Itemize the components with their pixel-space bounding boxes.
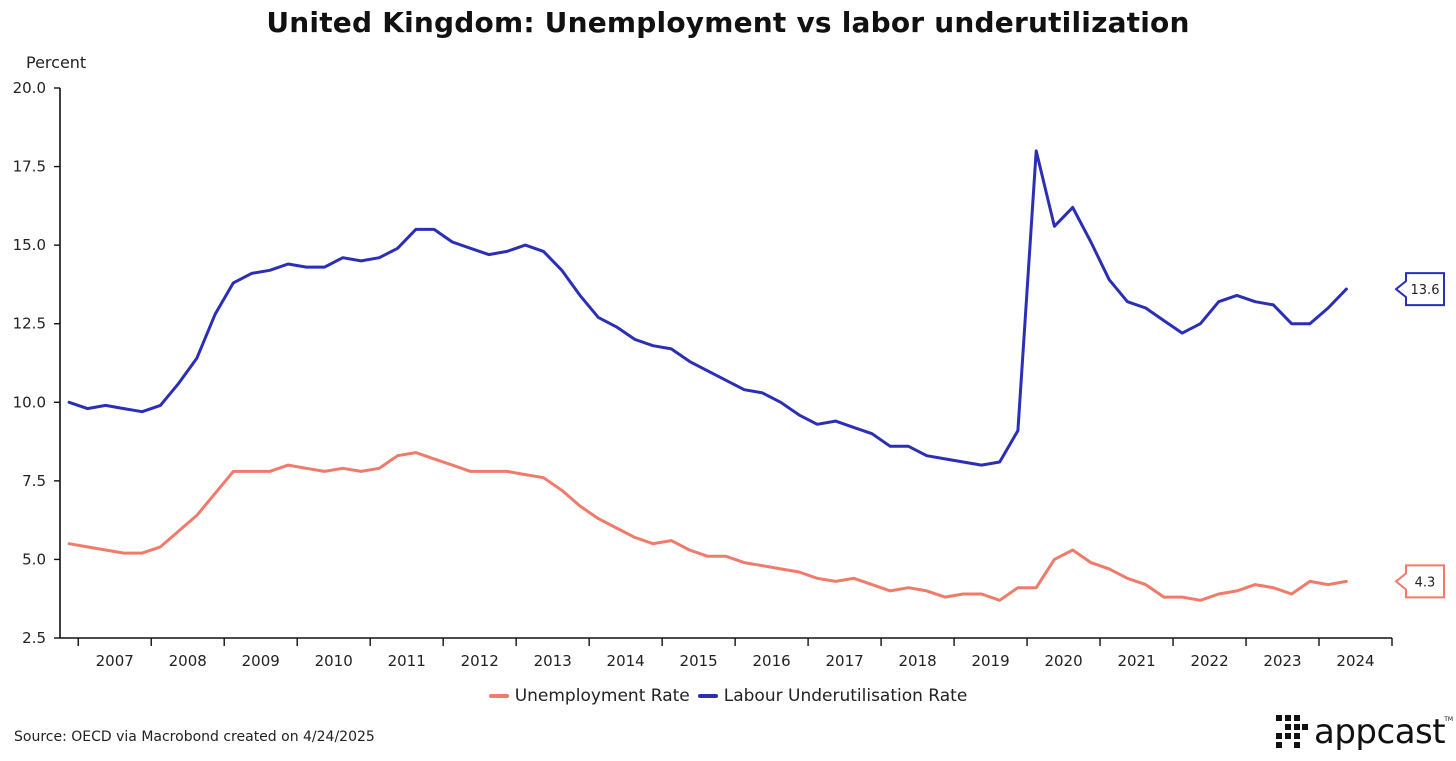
legend: Unemployment Rate Labour Underutilisatio… bbox=[0, 686, 1456, 706]
end-value-label-underutilisation: 13.6 bbox=[1411, 283, 1440, 298]
x-tick-label: 2012 bbox=[461, 652, 499, 670]
y-tick-label: 2.5 bbox=[22, 629, 46, 647]
end-value-label-unemployment: 4.3 bbox=[1415, 575, 1436, 590]
legend-swatch-underutilisation bbox=[697, 694, 718, 698]
x-tick-label: 2008 bbox=[169, 652, 207, 670]
y-axis-label: Percent bbox=[26, 53, 86, 72]
x-tick-label: 2021 bbox=[1117, 652, 1155, 670]
x-tick-label: 2024 bbox=[1336, 652, 1374, 670]
y-tick-label: 7.5 bbox=[22, 472, 46, 490]
series-layer bbox=[67, 149, 1348, 602]
y-tick-label: 20.0 bbox=[13, 79, 46, 97]
x-tick-label: 2007 bbox=[96, 652, 134, 670]
legend-label-unemployment: Unemployment Rate bbox=[514, 686, 690, 706]
appcast-logo: appcast TM bbox=[1276, 710, 1453, 754]
y-axis: 2.5 5.0 7.5 10.0 12.5 15.0 17.5 20.0 bbox=[13, 79, 61, 647]
y-tick-label: 5.0 bbox=[22, 550, 46, 568]
x-tick-label: 2015 bbox=[680, 652, 718, 670]
x-tick-label: 2010 bbox=[315, 652, 353, 670]
chart-title: United Kingdom: Unemployment vs labor un… bbox=[266, 6, 1190, 39]
end-value-callouts: 4.3 13.6 bbox=[1394, 272, 1445, 599]
x-axis: 2007 2008 2009 2010 2011 2012 2013 2014 2015 2016… bbox=[60, 637, 1393, 670]
x-tick-label: 2013 bbox=[534, 652, 572, 670]
y-tick-label: 15.0 bbox=[13, 236, 46, 254]
series-line-unemployment bbox=[67, 451, 1348, 602]
y-tick-label: 17.5 bbox=[13, 158, 46, 176]
end-value-box-unemployment bbox=[1394, 564, 1445, 599]
x-tick-label: 2018 bbox=[898, 652, 936, 670]
appcast-trademark: TM bbox=[1444, 716, 1454, 723]
legend-swatch-unemployment bbox=[488, 694, 509, 698]
x-tick-label: 2022 bbox=[1190, 652, 1228, 670]
y-tick-label: 12.5 bbox=[13, 315, 46, 333]
x-tick-label: 2019 bbox=[971, 652, 1009, 670]
x-tick-label: 2023 bbox=[1263, 652, 1301, 670]
x-tick-label: 2017 bbox=[826, 652, 864, 670]
x-tick-label: 2020 bbox=[1044, 652, 1082, 670]
end-value-box-underutilisation bbox=[1394, 272, 1445, 307]
legend-label-underutilisation: Labour Underutilisation Rate bbox=[723, 686, 968, 706]
x-tick-label: 2009 bbox=[242, 652, 280, 670]
y-tick-label: 10.0 bbox=[13, 393, 46, 411]
x-tick-label: 2011 bbox=[388, 652, 426, 670]
legend-item-unemployment: Unemployment Rate bbox=[488, 686, 690, 706]
legend-item-underutilisation: Labour Underutilisation Rate bbox=[697, 686, 968, 706]
appcast-logo-text: appcast bbox=[1314, 712, 1446, 752]
series-line-underutilisation bbox=[67, 149, 1348, 467]
x-tick-label: 2014 bbox=[607, 652, 645, 670]
source-note: Source: OECD via Macrobond created on 4/… bbox=[14, 729, 375, 745]
appcast-logo-icon bbox=[1276, 715, 1308, 748]
x-tick-label: 2016 bbox=[753, 652, 791, 670]
